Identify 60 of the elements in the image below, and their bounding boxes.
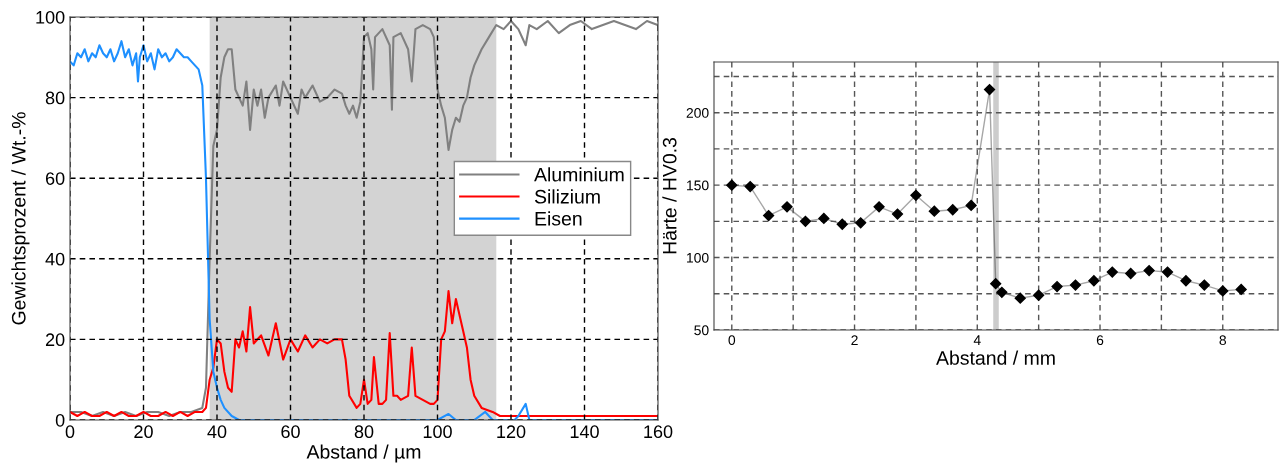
point	[983, 83, 996, 96]
point	[1180, 275, 1192, 287]
point	[1014, 292, 1026, 304]
point	[799, 215, 812, 227]
x-tick-label: 40	[207, 425, 227, 439]
x-tick-label: 8	[1219, 335, 1227, 346]
y-tick-label: 60	[45, 172, 65, 185]
point	[1198, 279, 1210, 291]
x-axis-title: Abstand / mm	[936, 350, 1055, 365]
point	[836, 218, 848, 230]
x-tick-label: 0	[728, 335, 736, 346]
x-tick-label: 100	[423, 425, 452, 439]
point	[891, 208, 904, 220]
x-tick-label: 2	[851, 335, 858, 345]
point	[996, 286, 1008, 298]
point	[1088, 275, 1100, 287]
y-tick-label: 200	[686, 108, 709, 118]
x-tick-label: 4	[973, 335, 981, 345]
point	[1106, 266, 1118, 278]
y-tick-label: 40	[45, 252, 65, 266]
x-tick-label: 6	[1096, 335, 1104, 346]
legend-label: Aluminium	[534, 167, 624, 182]
point	[1033, 289, 1045, 301]
point	[965, 199, 977, 212]
legend-label: Silizium	[534, 189, 600, 204]
x-tick-label: 0	[65, 425, 75, 439]
y-tick-label: 100	[687, 252, 709, 263]
x-tick-label: 60	[281, 425, 300, 439]
x-tick-label: 160	[644, 425, 673, 439]
point	[1143, 265, 1155, 277]
point	[1125, 267, 1137, 280]
point	[910, 189, 922, 201]
x-tick-label: 120	[497, 425, 526, 439]
point	[990, 278, 1002, 290]
point	[873, 201, 885, 213]
y-axis-title: Härte / HV0.3	[662, 137, 677, 254]
point	[763, 209, 775, 222]
point	[1235, 283, 1247, 296]
x-tick-label: 140	[570, 425, 599, 439]
y-tick-label: 100	[36, 10, 65, 24]
y-tick-label: 80	[45, 91, 65, 105]
x-tick-label: 80	[354, 425, 374, 439]
y-tick-label: 0	[55, 413, 65, 427]
y-tick-label: 50	[694, 325, 709, 336]
point	[1161, 266, 1174, 278]
y-axis-title: Gewichtsprozent / Wt.-%	[11, 112, 30, 325]
point	[1217, 285, 1229, 297]
point	[781, 201, 793, 213]
point	[1069, 279, 1082, 291]
y-tick-label: 150	[687, 180, 709, 191]
point	[947, 204, 959, 216]
point	[1051, 280, 1063, 293]
point	[855, 217, 867, 229]
point	[726, 179, 738, 191]
legend-label: Eisen	[535, 211, 582, 226]
x-tick-label: 20	[134, 425, 153, 439]
point	[928, 205, 940, 217]
point	[744, 180, 756, 193]
x-axis-title: Abstand / µm	[306, 444, 421, 463]
point	[818, 212, 830, 225]
